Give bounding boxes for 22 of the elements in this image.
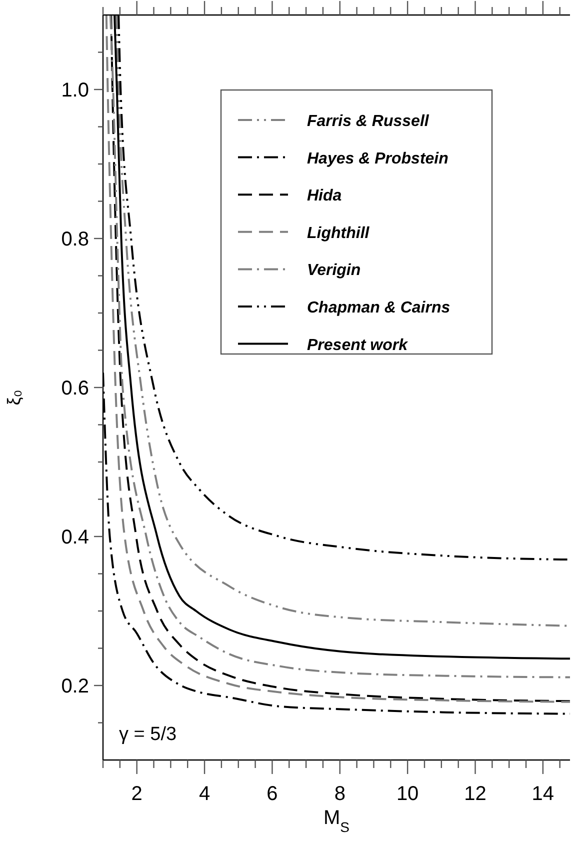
y-tick-label: 0.6 [61,378,89,400]
legend-label: Lighthill [307,224,370,242]
y-axis-title: ξ₀ [4,390,24,406]
legend-label: Hida [307,188,342,205]
x-tick-label: 6 [266,783,278,805]
legend-label: Farris & Russell [307,113,430,130]
x-axis-title: M$_{S}$ [323,807,350,835]
x-tick-label: 4 [198,783,210,805]
legend-label: Chapman & Cairns [307,300,450,316]
y-tick-label: 0.4 [61,526,89,548]
y-tick-label: 0.8 [61,228,89,250]
y-tick-label: 0.2 [61,676,89,698]
legend-label: Hayes & Probstein [307,150,449,168]
x-tick-label: 8 [334,783,346,805]
x-tick-label: 10 [396,783,419,805]
annotation: γ = 5/3 [119,724,177,745]
y-tick-label: 1.0 [61,80,89,102]
x-tick-label: 2 [131,783,142,805]
x-tick-label: 14 [532,783,554,805]
legend-label: Verigin [307,262,361,280]
x-tick-label: 12 [464,783,486,805]
legend-label: Present work [307,336,409,354]
